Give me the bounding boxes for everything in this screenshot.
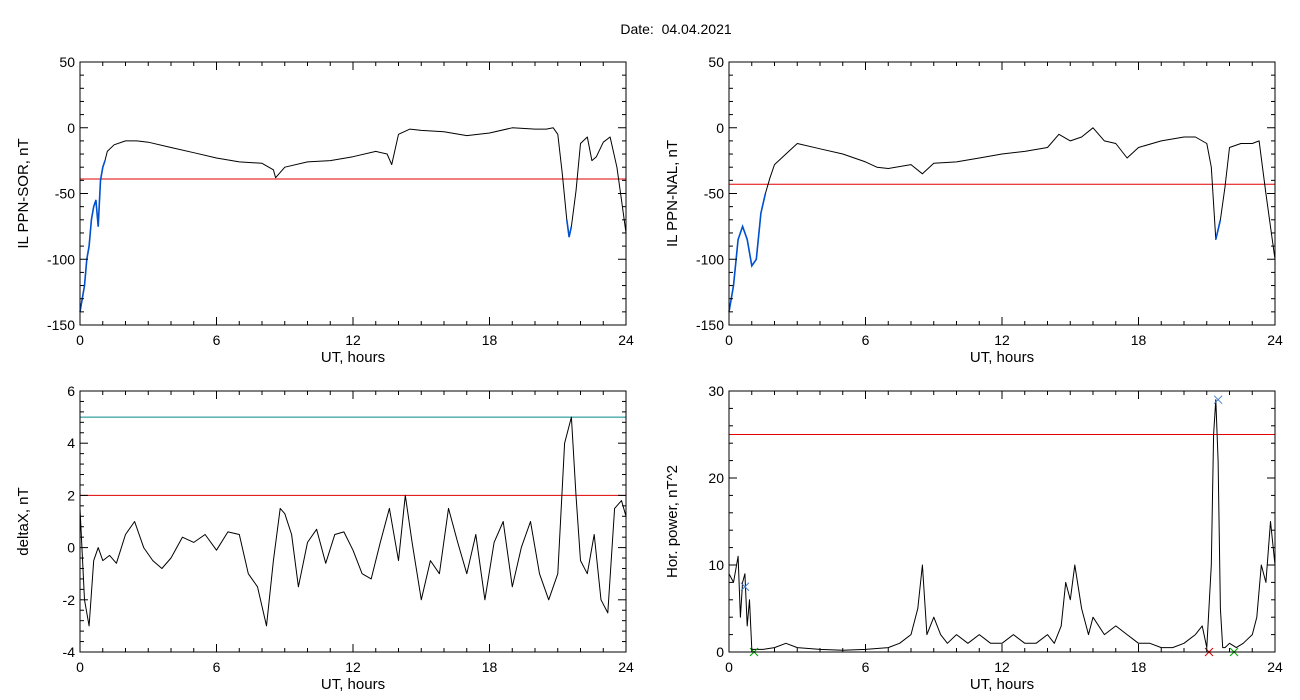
y-tick-label: 6	[67, 383, 75, 399]
y-tick-label: 50	[708, 54, 724, 70]
marker-blue-x	[1213, 395, 1223, 405]
y-tick-label: -100	[696, 251, 724, 267]
plot-frame	[728, 61, 1276, 326]
x-tick-label: 6	[862, 332, 870, 348]
highlighted-series-segment	[566, 219, 573, 238]
chart-panel-bottom-left: 0 6 12 18 24 6 4 2 0 -2 -4 UT, hours deltaX, nT	[15, 383, 634, 693]
y-tick-label: 10	[708, 557, 724, 573]
x-tick-label: 24	[1267, 332, 1283, 348]
y-tick-label: 0	[716, 120, 724, 136]
data-series-line	[79, 127, 627, 312]
chart-panel-bottom-right: 0 6 12 18 24 30 20 10 0 UT, hours Hor. power, nT^2	[664, 383, 1283, 693]
y-axis-title: IL PPN-SOR, nT	[15, 138, 32, 248]
x-tick-label: 6	[862, 659, 870, 675]
y-tick-label: 50	[59, 54, 75, 70]
x-axis-title: UT, hours	[321, 676, 385, 693]
highlighted-series-segment	[728, 193, 767, 313]
y-tick-label: 0	[67, 120, 75, 136]
data-series-line	[728, 399, 1276, 651]
y-tick-label: 0	[67, 540, 75, 556]
y-axis-title: deltaX, nT	[15, 487, 32, 555]
y-axis-title: Hor. power, nT^2	[664, 465, 681, 578]
y-tick-label: -2	[63, 592, 76, 608]
x-tick-label: 18	[482, 332, 498, 348]
x-axis-title: UT, hours	[970, 676, 1034, 693]
x-tick-label: 24	[618, 659, 634, 675]
x-axis-title: UT, hours	[970, 349, 1034, 366]
x-tick-label: 18	[482, 659, 498, 675]
plot-frame	[79, 61, 627, 326]
x-tick-label: 6	[213, 659, 221, 675]
highlighted-series-segment	[1215, 219, 1222, 240]
x-tick-label: 24	[618, 332, 634, 348]
highlighted-series-segment	[79, 160, 106, 313]
marker-blue-x	[740, 582, 750, 592]
y-tick-label: 30	[708, 383, 724, 399]
plot-frame	[79, 390, 627, 653]
x-tick-label: 12	[994, 659, 1010, 675]
x-tick-label: 18	[1131, 659, 1147, 675]
x-tick-label: 0	[76, 332, 84, 348]
chart-panel-top-right: 0 6 12 18 24 50 0 -50 -100 -150 UT, hours IL PPN-NA…	[664, 54, 1283, 366]
y-tick-label: -50	[704, 186, 724, 202]
y-tick-label: -4	[63, 644, 76, 660]
x-tick-label: 6	[213, 332, 221, 348]
x-tick-label: 12	[994, 332, 1010, 348]
data-series-line	[79, 416, 627, 627]
data-series-line	[728, 127, 1276, 312]
x-axis-title: UT, hours	[321, 349, 385, 366]
x-tick-label: 0	[725, 332, 733, 348]
plot-frame	[728, 390, 1276, 653]
y-axis-title: IL PPN-NAL, nT	[664, 140, 681, 247]
x-tick-label: 0	[76, 659, 84, 675]
x-tick-label: 12	[345, 659, 361, 675]
x-tick-label: 0	[725, 659, 733, 675]
chart-panel-top-left: 0 6 12 18 24 50 0 -50 -100 -150 UT, hours IL PPN-SO…	[15, 54, 634, 366]
x-tick-label: 12	[345, 332, 361, 348]
y-tick-label: -100	[47, 251, 75, 267]
x-tick-label: 24	[1267, 659, 1283, 675]
x-tick-label: 18	[1131, 332, 1147, 348]
y-tick-label: 0	[716, 644, 724, 660]
date-title: Date: 04.04.2021	[620, 21, 732, 37]
y-tick-label: -150	[47, 317, 75, 333]
y-tick-label: -150	[696, 317, 724, 333]
y-tick-label: -50	[55, 186, 75, 202]
y-tick-label: 4	[67, 435, 75, 451]
y-tick-label: 2	[67, 487, 75, 503]
y-tick-label: 20	[708, 470, 724, 486]
